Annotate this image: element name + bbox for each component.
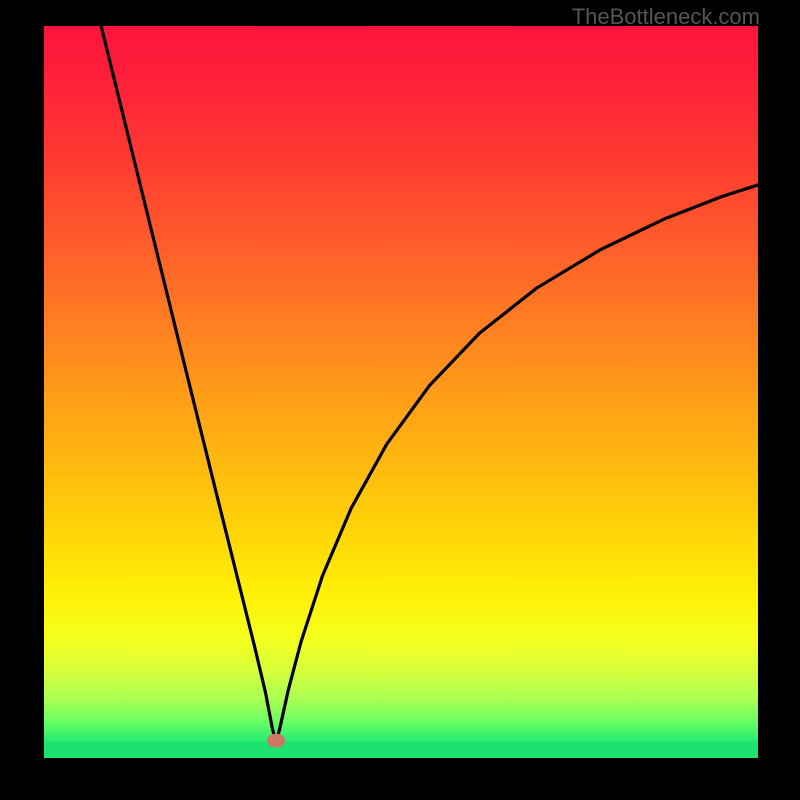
plot-gradient-rect xyxy=(44,26,758,742)
figure-root: TheBottleneck.com xyxy=(0,0,800,800)
watermark-text: TheBottleneck.com xyxy=(572,4,760,30)
chart-svg xyxy=(0,0,800,800)
plot-bottom-band xyxy=(44,742,758,758)
optimum-marker xyxy=(267,734,285,748)
